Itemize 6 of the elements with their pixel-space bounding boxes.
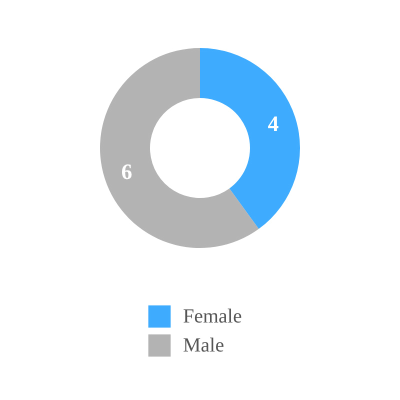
data-label: 6	[121, 158, 132, 184]
data-label: 4	[268, 111, 279, 136]
legend-label: Male	[183, 334, 224, 356]
donut-slice	[100, 48, 259, 248]
donut-slice	[200, 48, 300, 229]
legend-label: Female	[183, 306, 242, 328]
